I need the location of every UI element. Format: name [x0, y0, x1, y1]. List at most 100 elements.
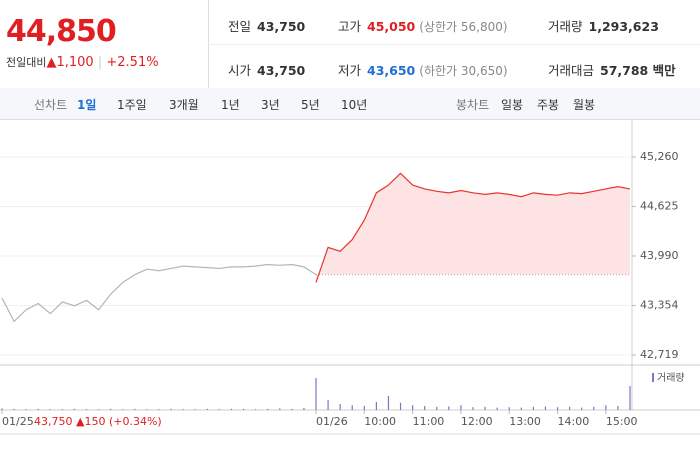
summary-label: 저가: [338, 63, 362, 78]
candle-tab[interactable]: 주봉: [537, 98, 560, 112]
volume-bar: [593, 406, 595, 410]
tab-group-label: 선차트: [34, 98, 68, 112]
summary-value: 43,750: [257, 63, 306, 78]
volume-bar: [532, 406, 534, 410]
volume-bar: [49, 409, 51, 410]
volume-bar: [218, 409, 220, 410]
x-tick-label: 12:00: [461, 415, 493, 428]
x-tick-label: 13:00: [509, 415, 541, 428]
summary-value: 45,050: [367, 19, 416, 34]
period-tab[interactable]: 5년: [301, 98, 320, 112]
tab-group-label: 봉차트: [456, 98, 490, 112]
volume-bar: [170, 408, 172, 410]
x-tick-label: 01/25: [2, 415, 34, 428]
summary-note: (하한가 30,650): [419, 64, 508, 78]
candle-tab[interactable]: 월봉: [573, 98, 596, 112]
volume-bar: [98, 409, 100, 410]
summary-item: 전일 43,750: [228, 16, 305, 35]
volume-bar: [544, 406, 547, 410]
price-line: [315, 172, 631, 283]
volume-bar: [460, 405, 462, 410]
price: 44,850: [6, 14, 117, 49]
volume-bar: [25, 409, 27, 410]
period-tab[interactable]: 1일: [77, 98, 97, 112]
volume-bar: [629, 386, 631, 410]
volume-bar: [375, 402, 377, 410]
summary-item: 고가 45,050 (상한가 56,800): [338, 16, 508, 35]
volume-bar: [436, 406, 438, 410]
volume-bar: [472, 407, 474, 410]
summary-item: 거래대금 57,788 백만: [548, 60, 676, 79]
volume-bar: [146, 409, 148, 410]
volume-bar: [412, 405, 414, 410]
period-tab[interactable]: 3개월: [169, 98, 199, 112]
x-tick-label: 14:00: [558, 415, 590, 428]
volume-bar: [1, 408, 3, 410]
volume-bar: [424, 406, 426, 410]
volume-bar: [279, 408, 281, 410]
y-tick-label: 45,260: [640, 150, 679, 163]
volume-bar: [242, 408, 245, 410]
x-tick-label: 11:00: [413, 415, 445, 428]
prev-close-info: 43,750 ▲150 (+0.34%): [34, 415, 162, 428]
summary-value: 43,750: [257, 19, 306, 34]
summary-label: 고가: [338, 19, 362, 34]
volume-bar: [363, 406, 365, 410]
volume-bar: [399, 402, 402, 410]
summary-label: 거래대금: [548, 63, 595, 78]
x-tick-label: 10:00: [364, 415, 396, 428]
change: 전일대비▲1,100 | +2.51%: [6, 55, 159, 70]
volume-bar: [206, 408, 208, 410]
volume-bar: [315, 378, 317, 410]
volume-bar: [194, 409, 196, 410]
volume-bar: [134, 408, 136, 410]
y-tick-label: 43,990: [640, 249, 679, 262]
volume-bar: [158, 409, 160, 410]
summary-value: 43,650: [367, 63, 416, 78]
change-value: ▲1,100: [46, 55, 94, 70]
volume-bar: [267, 408, 269, 410]
summary-label: 거래량: [548, 19, 583, 34]
volume-bar: [484, 406, 486, 410]
volume-bar: [556, 407, 559, 410]
period-tab[interactable]: 1주일: [117, 98, 147, 112]
change-label: 전일대비: [6, 56, 47, 69]
volume-bar: [255, 409, 257, 410]
volume-bar: [291, 408, 293, 410]
x-tick-label: 15:00: [606, 415, 638, 428]
x-tick-label: 01/26: [316, 415, 348, 428]
legend-swatch: [652, 373, 654, 382]
period-tab[interactable]: 1년: [221, 98, 240, 112]
volume-bar: [617, 406, 619, 410]
volume-bar: [327, 400, 329, 410]
volume-bar: [122, 409, 124, 410]
volume-bar: [85, 409, 88, 410]
volume-bar: [339, 404, 341, 410]
header: 44,850 전일대비▲1,100 | +2.51% 전일 43,750 고가 45,…: [0, 0, 700, 89]
period-tab[interactable]: 10년: [341, 98, 368, 112]
summary-item: 저가 43,650 (하한가 30,650): [338, 60, 508, 79]
summary-label: 시가: [228, 63, 252, 78]
change-pct: +2.51%: [106, 55, 159, 70]
volume-bar: [303, 408, 305, 410]
summary-note: (상한가 56,800): [419, 20, 508, 34]
summary-item: 거래량 1,293,623: [548, 16, 659, 35]
price-line: [1, 263, 317, 323]
volume-bar: [496, 407, 498, 410]
y-tick-label: 44,625: [640, 199, 679, 212]
summary-item: 시가 43,750: [228, 60, 305, 79]
period-tabs: 선차트 1일 1주일 3개월 1년 3년 5년 10년 봉차트 일봉 주봉 월봉: [0, 88, 700, 120]
volume-bar: [182, 409, 184, 410]
volume-bar: [448, 406, 450, 410]
summary-value: 1,293,623: [588, 19, 659, 34]
volume-bar: [387, 396, 390, 410]
candle-tab[interactable]: 일봉: [501, 98, 524, 112]
summary-label: 전일: [228, 19, 252, 34]
quote: 44,850 전일대비▲1,100 | +2.51%: [0, 0, 209, 88]
volume-bar: [581, 407, 583, 410]
volume-bar: [37, 408, 39, 410]
period-tab[interactable]: 3년: [261, 98, 280, 112]
volume-bar: [520, 407, 522, 410]
